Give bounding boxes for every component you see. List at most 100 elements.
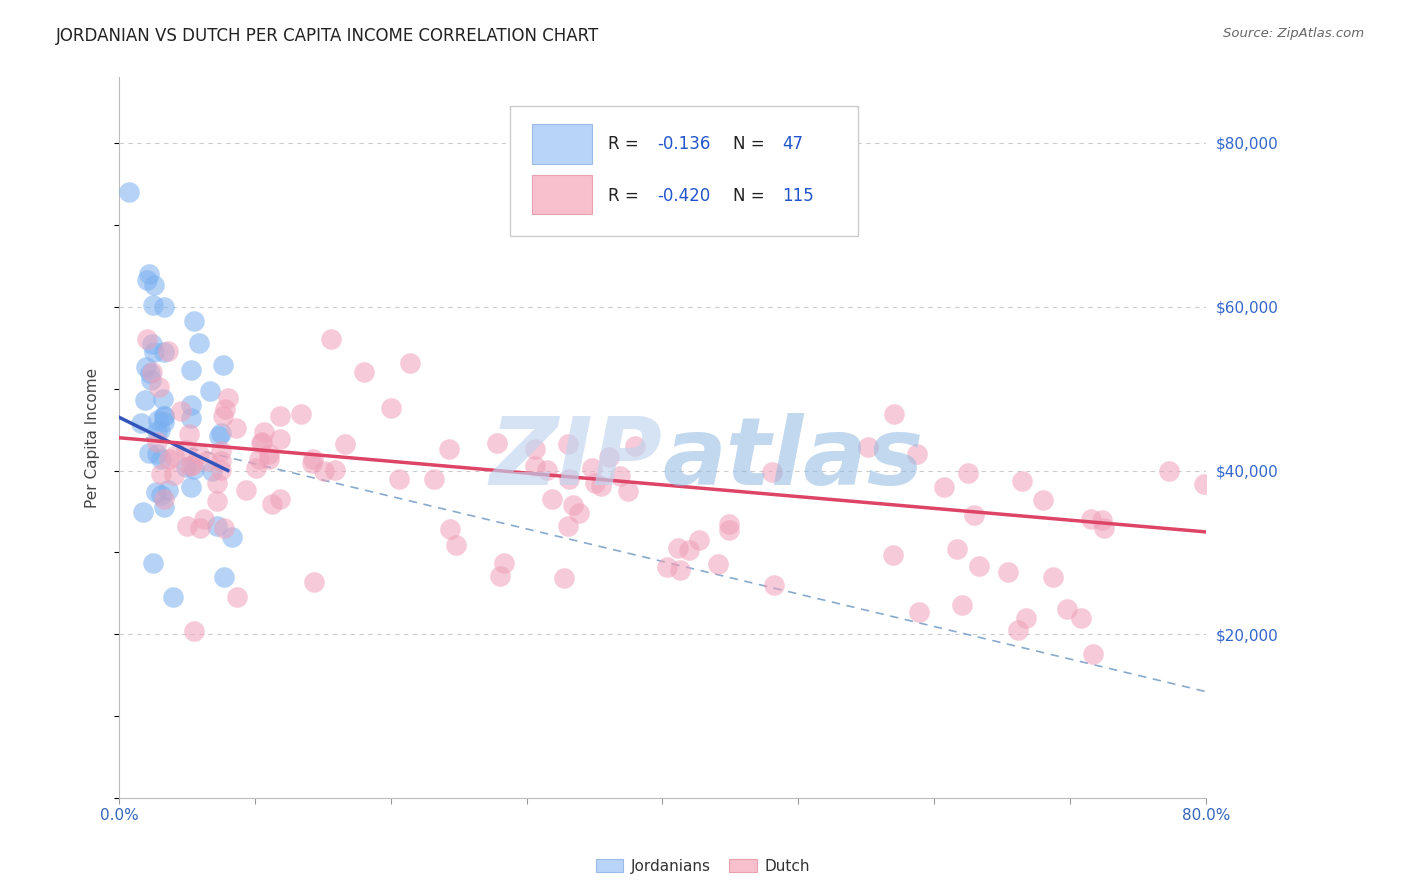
Point [609,469,631,483]
Point [669,563,692,577]
Point [270,409,292,423]
Point [153,345,176,359]
Text: -0.136: -0.136 [657,135,710,153]
Text: 47: 47 [782,135,803,153]
Point [617,484,640,499]
Point [269,432,291,446]
Text: N =: N = [733,187,770,205]
Text: 115: 115 [782,187,814,205]
Point [568,506,591,520]
Point [934,480,956,494]
Point [181,458,204,473]
Point [136,272,159,286]
Point [221,530,243,544]
Point [205,519,228,533]
Point [198,384,221,398]
Point [301,456,323,470]
Point [212,521,235,535]
Point [197,454,219,468]
Point [201,464,224,478]
Point [131,416,153,430]
Point [152,392,174,407]
Point [335,437,357,451]
Point [138,446,160,460]
Point [180,363,202,377]
Point [717,517,740,532]
Point [212,409,235,423]
Point [183,624,205,639]
Point [247,452,270,467]
FancyBboxPatch shape [510,106,858,236]
Point [153,409,176,423]
Point [193,512,215,526]
Point [187,447,209,461]
Point [212,570,235,584]
Point [1007,623,1029,637]
Point [149,467,172,481]
Point [142,344,165,359]
Point [149,488,172,502]
Point [583,475,606,490]
Point [209,425,232,440]
Point [707,558,730,572]
Point [153,415,176,429]
Point [557,437,579,451]
Point [143,278,166,293]
Point [437,442,460,456]
Point [257,452,280,467]
Point [157,343,180,358]
Point [423,472,446,486]
Point [562,498,585,512]
Point [946,542,969,557]
Point [655,559,678,574]
Point [153,500,176,515]
Point [174,442,197,457]
Point [1011,474,1033,488]
Point [553,571,575,585]
Point [1090,513,1112,527]
Point [581,461,603,475]
Point [209,454,232,468]
Point [353,365,375,379]
Point [245,461,267,475]
Point [179,458,201,473]
Point [253,425,276,440]
Point [211,358,233,372]
Point [209,443,232,458]
Point [141,365,163,379]
Point [399,355,422,369]
Point [142,298,165,312]
FancyBboxPatch shape [531,124,592,164]
Point [217,391,239,405]
Point [1032,492,1054,507]
Point [1056,601,1078,615]
Point [908,605,931,619]
Point [153,491,176,506]
Point [262,497,284,511]
Point [967,558,990,573]
Point [176,519,198,533]
Point [388,472,411,486]
Point [183,462,205,476]
Point [179,427,201,442]
Point [540,491,562,506]
Point [225,421,247,435]
Point [624,439,647,453]
Point [598,450,620,464]
Point [235,483,257,497]
Point [439,523,461,537]
FancyBboxPatch shape [531,175,592,214]
Point [678,542,700,557]
Point [188,521,211,535]
Point [139,366,162,380]
Point [323,463,346,477]
Point [557,472,579,486]
Point [163,449,186,463]
Point [225,590,247,604]
Point [997,566,1019,580]
Point [761,465,783,479]
Text: Source: ZipAtlas.com: Source: ZipAtlas.com [1223,27,1364,40]
Point [131,505,153,519]
Point [1070,611,1092,625]
Point [269,491,291,506]
